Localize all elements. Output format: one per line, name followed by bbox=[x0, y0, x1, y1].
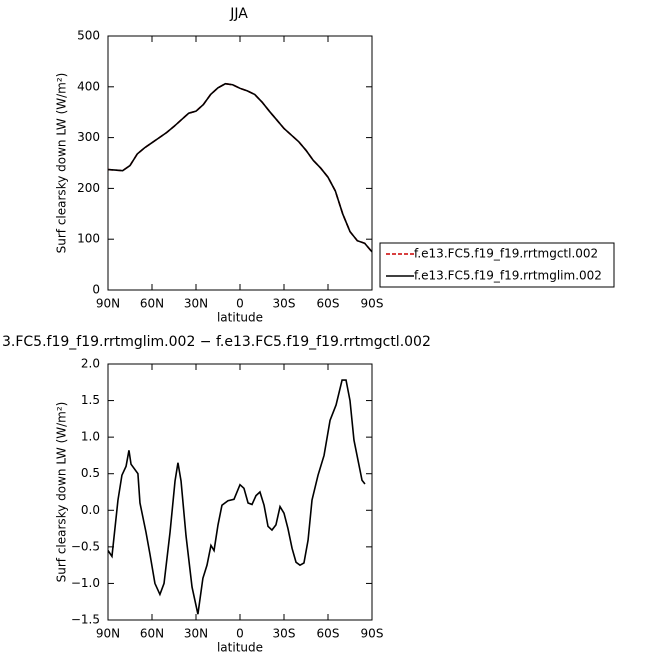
x-tick-label: 60N bbox=[140, 297, 164, 311]
legend-box bbox=[379, 242, 615, 288]
y-tick-label: 2.0 bbox=[81, 357, 100, 371]
y-tick-label: −1.5 bbox=[71, 613, 100, 627]
y-tick-label: 300 bbox=[77, 130, 100, 144]
legend-label: f.e13.FC5.f19_f19.rrtmgctl.002 bbox=[414, 247, 598, 261]
plot-frame bbox=[107, 363, 373, 621]
y-tick-label: 400 bbox=[77, 79, 100, 93]
x-tick-label: 90N bbox=[96, 297, 120, 311]
x-tick-label: 30S bbox=[273, 627, 296, 641]
x-tick-label: 90N bbox=[96, 627, 120, 641]
x-tick-label: 60N bbox=[140, 627, 164, 641]
y-tick-label: −1.0 bbox=[71, 576, 100, 590]
x-tick-label: 60S bbox=[317, 627, 340, 641]
y-tick-label: 0 bbox=[92, 283, 100, 297]
y-tick-label: 1.5 bbox=[81, 393, 100, 407]
y-tick-label: 0.5 bbox=[81, 466, 100, 480]
y-tick-label: 100 bbox=[77, 232, 100, 246]
y-tick-label: 200 bbox=[77, 181, 100, 195]
x-tick-label: 0 bbox=[236, 627, 244, 641]
data-line bbox=[107, 379, 366, 615]
x-tick-label: 90S bbox=[361, 297, 384, 311]
y-axis-label: Surf clearsky down LW (W/m²) bbox=[55, 73, 69, 254]
legend-label: f.e13.FC5.f19_f19.rrtmglim.002 bbox=[414, 269, 602, 283]
x-tick-label: 30N bbox=[184, 297, 208, 311]
x-axis-label: latitude bbox=[217, 641, 263, 655]
x-tick-label: 90S bbox=[361, 627, 384, 641]
chart-title: 3.FC5.f19_f19.rrtmglim.002 − f.e13.FC5.f… bbox=[2, 334, 431, 350]
y-tick-label: 500 bbox=[77, 29, 100, 43]
x-tick-label: 0 bbox=[236, 297, 244, 311]
x-tick-label: 30N bbox=[184, 627, 208, 641]
y-tick-label: −0.5 bbox=[71, 539, 100, 553]
y-tick-label: 1.0 bbox=[81, 430, 100, 444]
y-axis-label: Surf clearsky down LW (W/m²) bbox=[55, 402, 69, 583]
y-tick-label: 0.0 bbox=[81, 503, 100, 517]
data-line bbox=[107, 82, 373, 253]
x-tick-label: 60S bbox=[317, 297, 340, 311]
x-axis-label: latitude bbox=[217, 311, 263, 325]
chart-title: JJA bbox=[229, 6, 248, 22]
data-line bbox=[107, 82, 373, 253]
x-tick-label: 30S bbox=[273, 297, 296, 311]
plot-frame bbox=[107, 35, 373, 291]
